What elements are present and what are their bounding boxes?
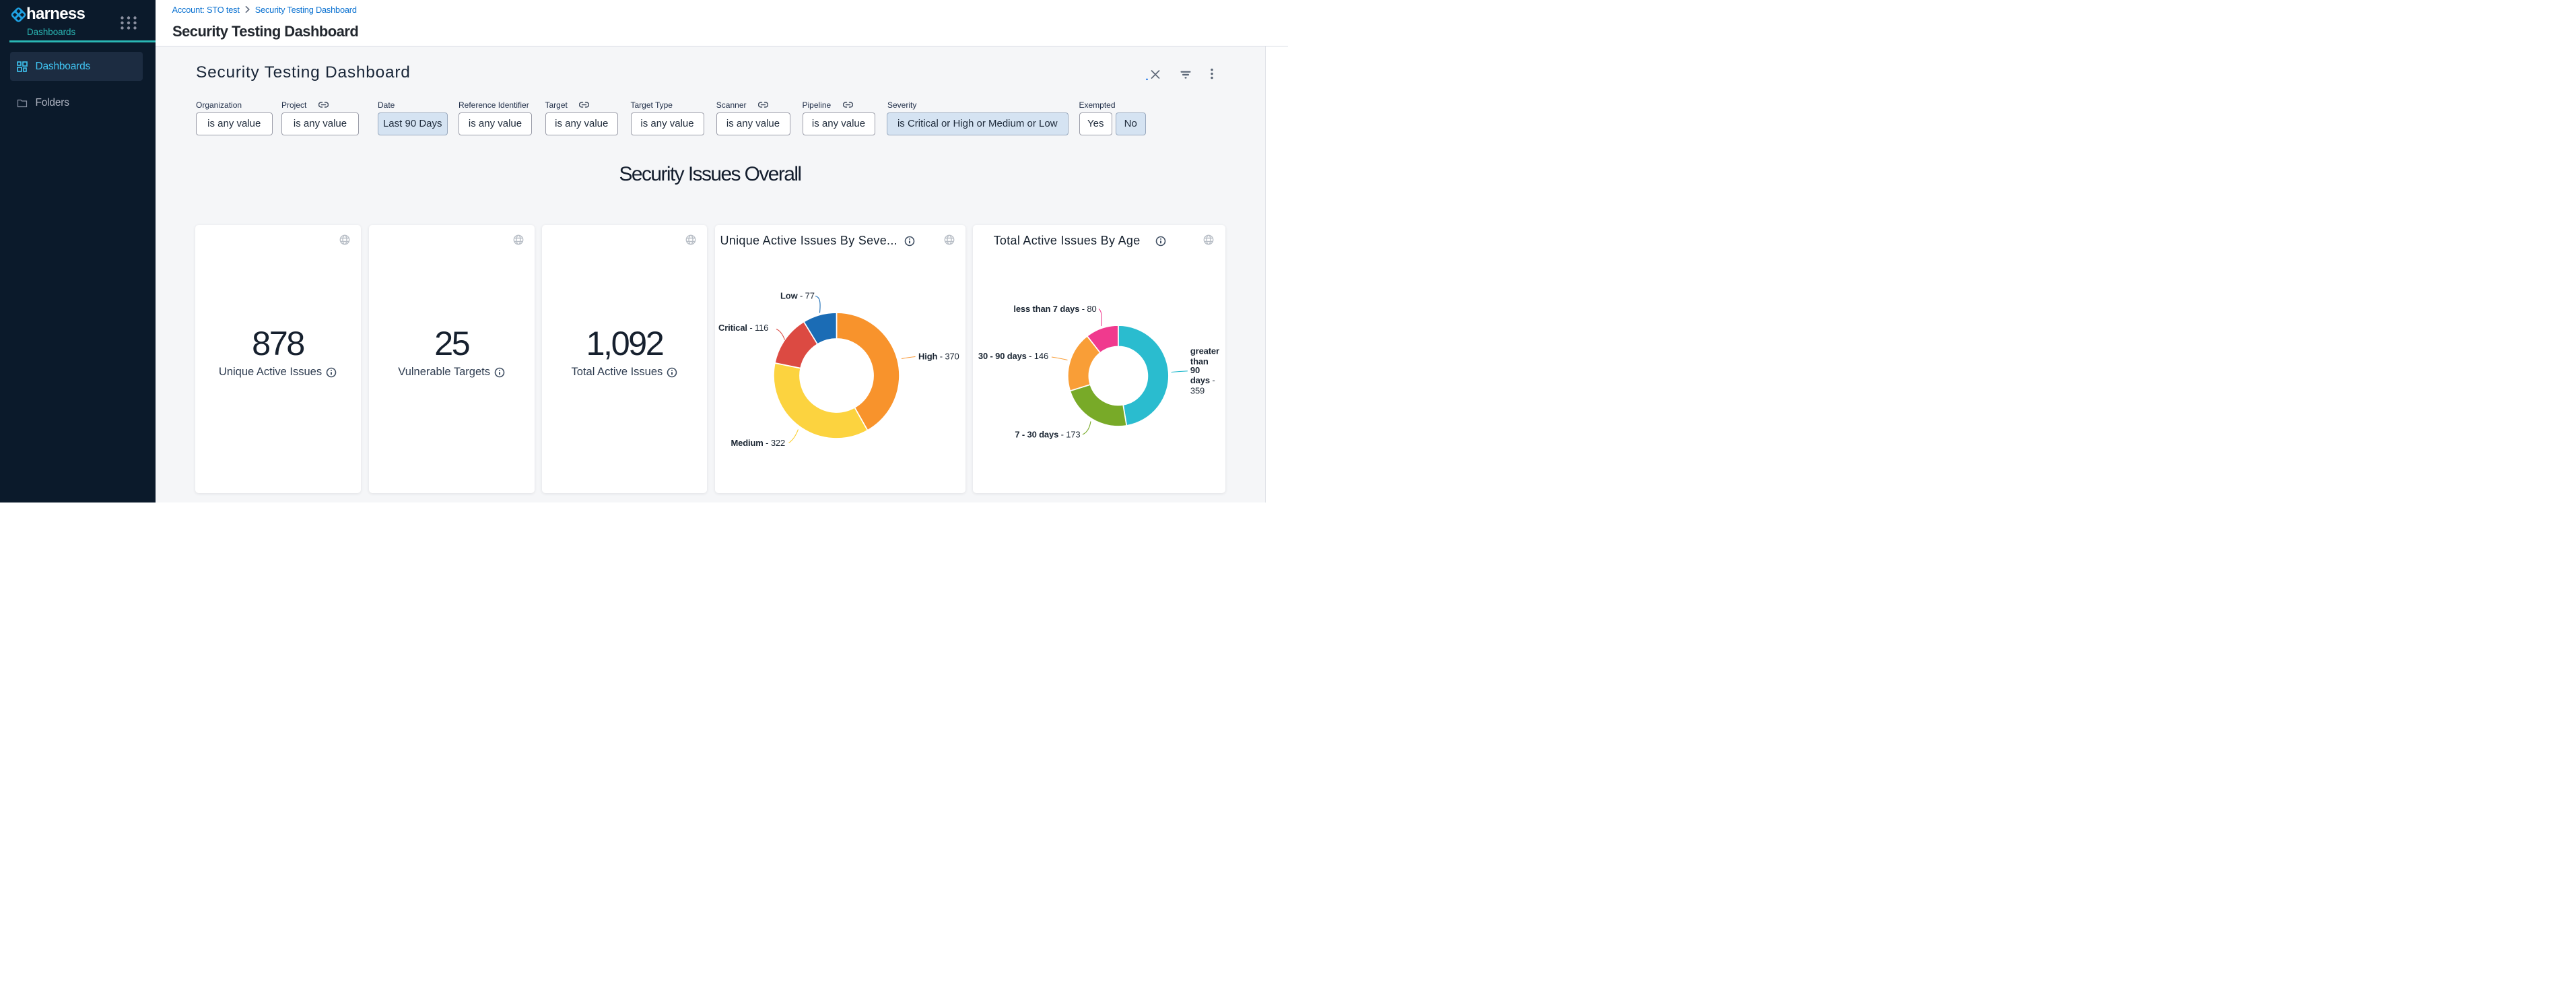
svg-text:Critical - 116: Critical - 116 [718,323,768,333]
svg-text:than: than [1190,356,1208,366]
svg-text:30 - 90 days - 146: 30 - 90 days - 146 [978,351,1048,361]
svg-text:Medium - 322: Medium - 322 [731,438,786,448]
svg-text:days -: days - [1190,375,1215,385]
svg-text:less than 7 days - 80: less than 7 days - 80 [1013,304,1096,314]
svg-text:High - 370: High - 370 [918,352,959,362]
svg-text:7 - 30 days - 173: 7 - 30 days - 173 [1015,429,1080,439]
svg-text:Low - 77: Low - 77 [780,291,815,301]
svg-text:greater: greater [1190,346,1219,356]
svg-text:359: 359 [1190,385,1204,395]
svg-text:90: 90 [1190,365,1199,375]
